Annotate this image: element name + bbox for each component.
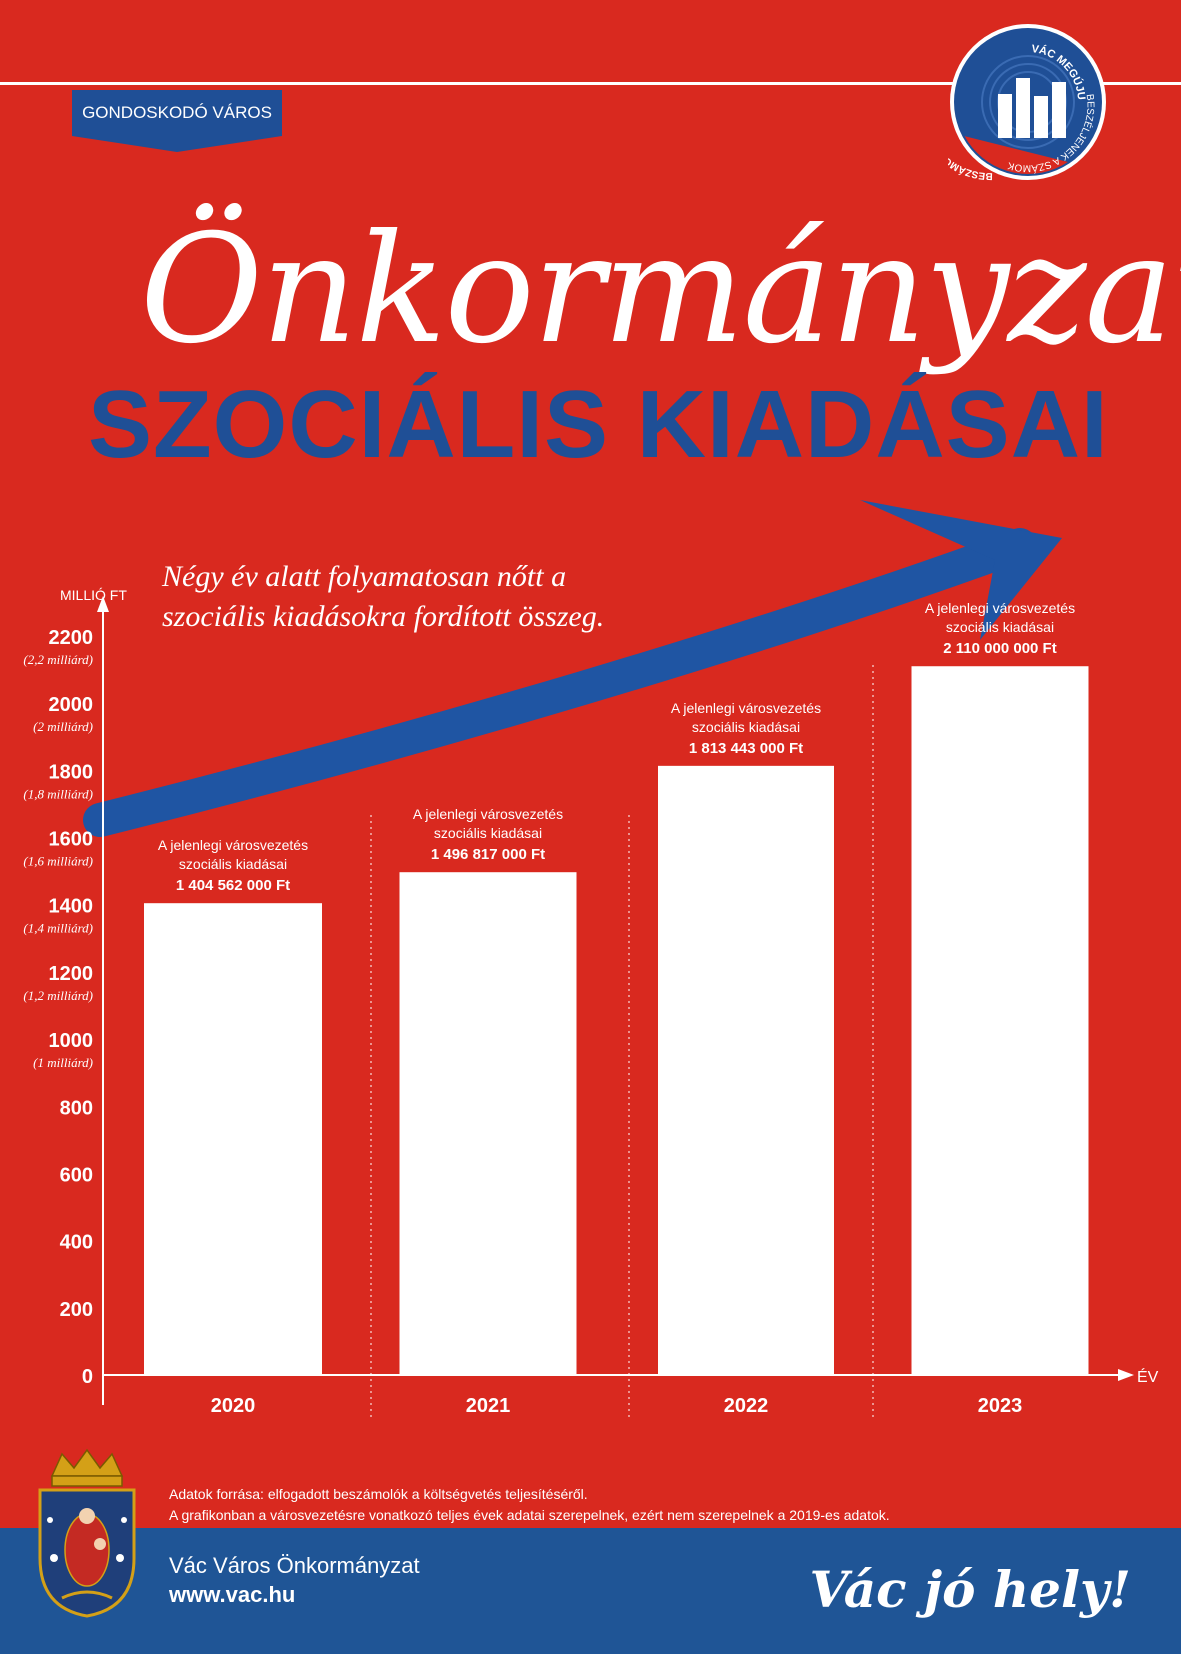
bar-label-line-1: A jelenlegi városvezetés (671, 700, 821, 716)
coat-of-arms-logo (38, 1448, 136, 1618)
bar-2022 (658, 765, 834, 1375)
y-tick-label: 2200 (49, 627, 94, 649)
bar-label-line-1: A jelenlegi városvezetés (158, 837, 308, 853)
y-tick-label: 0 (82, 1366, 93, 1388)
trend-arrow (83, 500, 1062, 837)
bar-label-line-2: szociális kiadásai (692, 719, 800, 735)
x-axis-arrow (1118, 1369, 1134, 1381)
y-tick-label: 1000 (49, 1030, 94, 1052)
x-tick-label: 2022 (724, 1395, 769, 1417)
y-tick-label: 800 (60, 1097, 93, 1119)
seal-bar-1 (998, 94, 1012, 138)
y-tick-sublabel: (1,2 milliárd) (23, 988, 93, 1003)
bar-value-label: 1 813 443 000 Ft (689, 740, 803, 757)
y-tick-sublabel: (1 milliárd) (33, 1055, 93, 1070)
source-notes: Adatok forrása: elfogadott beszámolók a … (169, 1484, 890, 1526)
bar-2023 (911, 666, 1089, 1375)
bar-label-line-2: szociális kiadásai (434, 825, 542, 841)
y-tick-label: 200 (60, 1299, 93, 1321)
bar-label-line-1: A jelenlegi városvezetés (413, 806, 563, 822)
bar-2020 (144, 903, 322, 1375)
subtitle-line-1: Négy év alatt folyamatosan nőtt a (162, 560, 567, 593)
y-tick-sublabel: (2,2 milliárd) (23, 652, 93, 667)
title-script: Önkormányzat (140, 203, 1181, 377)
bar-label-line-2: szociális kiadásai (179, 856, 287, 872)
organization-name: Vác Város Önkormányzat (169, 1553, 420, 1578)
chart-subtitle: Négy év alatt folyamatosan nőtt a szociá… (162, 557, 762, 637)
y-tick-sublabel: (1,4 milliárd) (23, 921, 93, 936)
bar-label-line-2: szociális kiadásai (946, 619, 1054, 635)
y-tick-sublabel: (1,6 milliárd) (23, 854, 93, 869)
slogan: Vác jó hely! (809, 1560, 1131, 1619)
source-note-2: A grafikonban a városvezetésre vonatkozó… (169, 1507, 890, 1523)
y-tick-label: 1400 (49, 896, 94, 918)
y-tick-label: 2000 (49, 694, 94, 716)
bar-value-label: 1 496 817 000 Ft (431, 846, 545, 863)
y-axis-arrow (97, 596, 109, 612)
seal-bar-3 (1034, 96, 1048, 138)
y-tick-sublabel: (1,8 milliárd) (23, 786, 93, 801)
y-tick-sublabel: (2 milliárd) (33, 719, 93, 734)
y-tick-label: 600 (60, 1164, 93, 1186)
bar-value-label: 1 404 562 000 Ft (176, 877, 290, 894)
y-axis-label: MILLIÓ FT (60, 587, 127, 603)
y-tick-label: 1200 (49, 963, 94, 985)
x-tick-label: 2023 (978, 1395, 1023, 1417)
seal-bar-4 (1052, 82, 1066, 138)
y-tick-label: 1600 (49, 829, 94, 851)
bar-chart: MILLIÓ FT ÉV 0 200 400 600 800 1000 (1 milliár… (23, 500, 1159, 1420)
x-tick-label: 2020 (211, 1395, 256, 1417)
bar-2021 (399, 872, 577, 1375)
title-main: SZOCIÁLIS KIADÁSAI (88, 371, 1109, 478)
x-axis-label: ÉV (1137, 1367, 1159, 1386)
bar-label-line-1: A jelenlegi városvezetés (925, 600, 1075, 616)
website-link[interactable]: www.vac.hu (169, 1582, 296, 1607)
subtitle-line-2: szociális kiadásokra fordított összeg. (162, 600, 605, 633)
seal-bar-2 (1016, 78, 1030, 138)
source-note-1: Adatok forrása: elfogadott beszámolók a … (169, 1486, 588, 1502)
y-tick-label: 400 (60, 1232, 93, 1254)
y-tick-label: 1800 (49, 761, 94, 783)
bar-value-label: 2 110 000 000 Ft (943, 640, 1056, 657)
x-tick-label: 2021 (466, 1395, 511, 1417)
top-divider-line (0, 82, 1181, 85)
section-tag-tail (72, 136, 282, 152)
footer-band (0, 1528, 1181, 1654)
section-tag: GONDOSKODÓ VÁROS (72, 90, 282, 136)
report-seal-badge: VÁC MEGÚJULT BESZÉLJENEK A SZÁMOK! BESZÁ… (948, 22, 1106, 181)
